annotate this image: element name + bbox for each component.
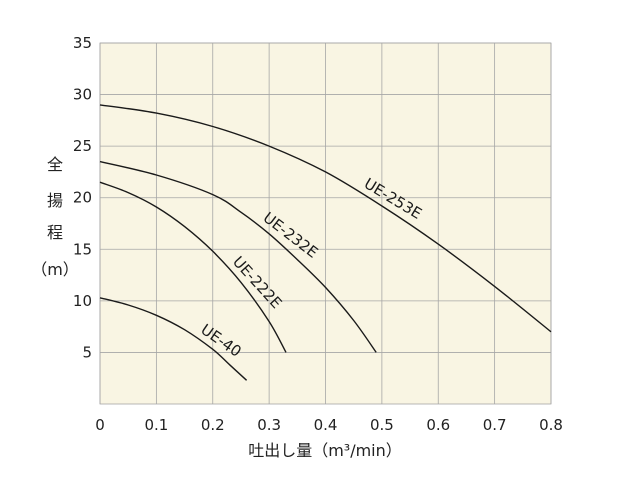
- y-tick-label: 15: [73, 240, 92, 258]
- x-tick-label: 0.2: [201, 416, 225, 434]
- y-tick-label: 10: [73, 292, 92, 310]
- x-tick-label: 0.6: [426, 416, 450, 434]
- y-tick-label: 20: [73, 189, 92, 207]
- x-tick-label: 0: [95, 416, 105, 434]
- curves: [99, 104, 552, 381]
- y-axis-label-2: 揚: [47, 191, 63, 210]
- x-tick-label: 0.3: [257, 416, 281, 434]
- x-tick-labels: 0 0.1 0.2 0.3 0.4 0.5 0.6 0.7 0.8: [95, 416, 563, 434]
- x-tick-label: 0.8: [539, 416, 563, 434]
- y-tick-label: 5: [82, 343, 92, 361]
- series-line-ue-232e: [99, 160, 377, 353]
- x-tick-label: 0.5: [370, 416, 394, 434]
- series-line-ue-253e: [99, 104, 552, 333]
- x-tick-label: 0.1: [144, 416, 168, 434]
- x-axis-label: 吐出し量（m³/min）: [248, 441, 402, 460]
- y-tick-label: 35: [73, 34, 92, 52]
- y-axis-label-4: （m）: [31, 260, 79, 279]
- x-tick-label: 0.7: [483, 416, 507, 434]
- y-axis-label-1: 全: [47, 155, 63, 174]
- x-tick-label: 0.4: [314, 416, 338, 434]
- series-line-ue-222e: [99, 181, 287, 353]
- y-axis-label-3: 程: [47, 223, 63, 242]
- series-line-ue-40: [99, 297, 248, 381]
- y-tick-labels: 5 10 15 20 25 30 35: [73, 34, 92, 361]
- y-tick-label: 30: [73, 86, 92, 104]
- plot-frame: [99, 42, 552, 405]
- y-tick-label: 25: [73, 137, 92, 155]
